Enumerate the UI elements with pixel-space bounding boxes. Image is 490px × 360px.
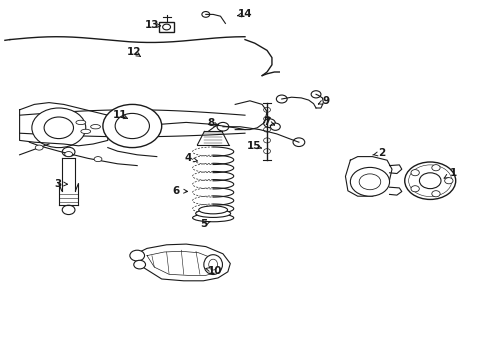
Text: 2: 2 [379,148,386,158]
Circle shape [359,174,381,190]
Ellipse shape [204,255,222,274]
Circle shape [264,119,275,127]
Circle shape [103,104,162,148]
Circle shape [264,138,270,143]
Text: 1: 1 [450,168,457,178]
Circle shape [264,149,270,154]
Circle shape [276,95,287,103]
Text: 14: 14 [238,9,252,19]
Ellipse shape [199,206,227,214]
Circle shape [311,91,321,98]
Text: 5: 5 [200,219,207,229]
Circle shape [432,191,440,197]
Ellipse shape [209,259,218,270]
Ellipse shape [35,145,43,150]
Ellipse shape [91,125,100,129]
Circle shape [115,113,149,139]
Circle shape [405,162,456,199]
Circle shape [350,167,390,196]
Circle shape [270,123,280,130]
Circle shape [445,178,453,184]
Circle shape [217,122,229,131]
Circle shape [130,250,145,261]
Circle shape [411,170,419,176]
Circle shape [293,138,305,147]
Text: 6: 6 [173,186,180,196]
Text: 13: 13 [145,20,159,30]
Ellipse shape [196,210,231,217]
Circle shape [202,12,210,17]
Ellipse shape [94,157,102,162]
Ellipse shape [193,214,234,222]
Text: 9: 9 [322,96,329,106]
Circle shape [411,186,419,192]
Text: 4: 4 [184,153,192,163]
Text: 3: 3 [54,179,61,189]
Text: 12: 12 [126,47,141,57]
Circle shape [32,108,86,148]
Ellipse shape [65,152,73,157]
Circle shape [44,117,74,139]
Circle shape [62,147,75,157]
Circle shape [163,24,171,30]
Text: 10: 10 [207,266,222,276]
Ellipse shape [76,120,86,125]
Text: 8: 8 [207,118,214,128]
Circle shape [62,205,75,215]
Bar [159,22,174,32]
Circle shape [264,127,270,132]
Circle shape [134,260,146,269]
Circle shape [419,173,441,189]
Circle shape [264,116,270,121]
Text: 11: 11 [113,110,127,120]
Circle shape [432,165,440,171]
Text: 15: 15 [246,141,261,151]
Text: 7: 7 [263,117,271,127]
Ellipse shape [81,129,91,134]
Circle shape [264,107,270,112]
